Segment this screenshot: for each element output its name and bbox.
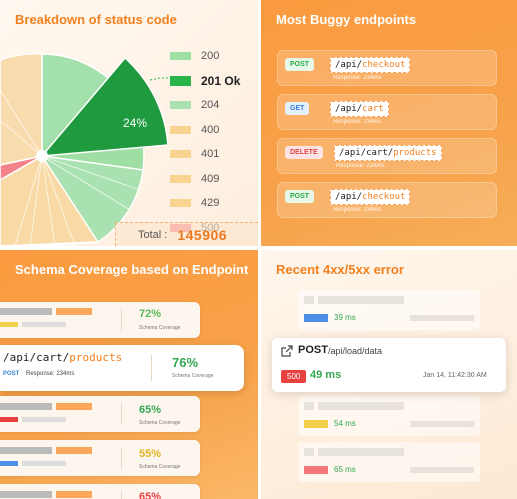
legend-label: 400	[201, 123, 220, 136]
schema-panel-title: Schema Coverage based on Endpoint	[15, 262, 249, 277]
method-badge: POST	[285, 190, 315, 203]
legend-label: 401	[201, 148, 220, 161]
legend-item[interactable]: 409	[170, 167, 240, 192]
buggy-endpoints-panel: Most Buggy endpoints POST /api/checkout …	[261, 0, 517, 246]
highlight-slice-label: 24%	[123, 116, 147, 130]
pie-slices	[0, 53, 169, 246]
errors-panel-title: Recent 4xx/5xx error	[276, 262, 404, 277]
legend-swatch	[170, 199, 191, 208]
error-duration: 39 ms	[334, 313, 356, 322]
legend-item[interactable]: 200	[170, 44, 240, 69]
status-code-badge: 500	[281, 370, 307, 383]
error-duration: 49 ms	[310, 369, 342, 381]
endpoint-card[interactable]: POST /api/checkout Response: 234ms	[277, 182, 497, 218]
method-badge: GET	[285, 102, 310, 115]
recent-errors-panel: Recent 4xx/5xx error 39 ms 54 ms 65 ms P…	[261, 250, 517, 499]
open-link-icon[interactable]	[281, 345, 293, 357]
total-value: 145906	[177, 226, 228, 243]
method-badge: POST	[3, 371, 20, 377]
legend-swatch	[170, 174, 191, 183]
endpoint-path: /api/checkout	[330, 189, 411, 205]
schema-row-focused[interactable]: /api/cart/products POST Response: 234ms …	[0, 345, 244, 391]
pie-dividers	[0, 89, 141, 246]
legend-item[interactable]: 201 Ok	[170, 69, 240, 94]
pie-center	[36, 150, 48, 162]
legend-item[interactable]: 429	[170, 191, 240, 216]
pie-slice-201-ok[interactable]	[40, 56, 169, 157]
legend-swatch	[170, 125, 191, 134]
coverage-percent: 76%	[172, 355, 199, 370]
coverage-percent: 72%	[139, 308, 162, 320]
legend-swatch	[170, 75, 191, 86]
response-time: Response: 234ms	[26, 371, 75, 377]
schema-coverage-panel: Schema Coverage based on Endpoint 72% Sc…	[0, 250, 258, 499]
response-time: Response: 234ms	[333, 207, 382, 213]
schema-row[interactable]: 65% Schema Coverage	[0, 396, 200, 432]
coverage-label: Schema Coverage	[139, 325, 181, 331]
endpoint-card[interactable]: DELETE /api/cart/products Response: 234m…	[277, 138, 497, 174]
status-code-panel: Breakdown of status code 24% 200 201 Ok 20…	[0, 0, 258, 246]
error-row[interactable]: 65 ms	[298, 442, 480, 482]
response-time: Response: 234ms	[336, 163, 385, 169]
legend-label: 201 Ok	[201, 73, 241, 88]
total-label: Total :	[138, 228, 168, 241]
method-badge: POST	[285, 58, 315, 71]
status-panel-title: Breakdown of status code	[15, 12, 177, 27]
response-time: Response: 234ms	[333, 75, 382, 81]
legend-swatch	[170, 150, 191, 159]
schema-row[interactable]: 65%	[0, 484, 200, 499]
error-row-focused[interactable]: POST /api/load/data 500 49 ms Jan 14, 11…	[272, 338, 506, 392]
callout-line	[149, 77, 170, 81]
response-time: Response: 234ms	[333, 119, 382, 125]
error-method: POST	[298, 344, 328, 356]
legend-label: 200	[201, 50, 220, 63]
coverage-label: Schema Coverage	[172, 373, 214, 379]
method-badge: DELETE	[285, 146, 323, 159]
error-duration: 54 ms	[334, 419, 356, 428]
endpoint-path: /api/cart/products	[334, 145, 442, 161]
legend-item[interactable]: 204	[170, 93, 240, 118]
schema-row[interactable]: 72% Schema Coverage	[0, 302, 200, 338]
total-box: Total : 145906	[115, 222, 258, 246]
coverage-percent: 65%	[139, 491, 162, 499]
legend-item[interactable]: 400	[170, 118, 240, 143]
legend-swatch	[170, 101, 191, 110]
legend-label: 429	[201, 197, 220, 210]
legend-item[interactable]: 401	[170, 142, 240, 167]
schema-row[interactable]: 55% Schema Coverage	[0, 440, 200, 476]
schema-endpoint-path: /api/cart/products	[3, 351, 123, 364]
legend-swatch	[170, 52, 191, 61]
error-duration: 65 ms	[334, 465, 356, 474]
error-row[interactable]: 54 ms	[298, 396, 480, 436]
endpoint-card[interactable]: GET /api/cart Response: 234ms	[277, 94, 497, 130]
legend-label: 409	[201, 172, 220, 185]
endpoint-path: /api/cart	[330, 101, 389, 117]
coverage-percent: 55%	[139, 448, 162, 460]
legend-label: 204	[201, 99, 220, 112]
endpoint-path: /api/checkout	[330, 57, 411, 73]
error-row[interactable]: 39 ms	[298, 290, 480, 330]
coverage-label: Schema Coverage	[139, 420, 181, 426]
coverage-percent: 65%	[139, 404, 162, 416]
endpoint-card[interactable]: POST /api/checkout Response: 234ms	[277, 50, 497, 86]
error-timestamp: Jan 14, 11:42:30 AM	[423, 372, 487, 379]
error-path: /api/load/data	[328, 346, 383, 356]
pie-slice-409	[0, 53, 43, 166]
buggy-panel-title: Most Buggy endpoints	[276, 12, 417, 27]
coverage-label: Schema Coverage	[139, 464, 181, 470]
